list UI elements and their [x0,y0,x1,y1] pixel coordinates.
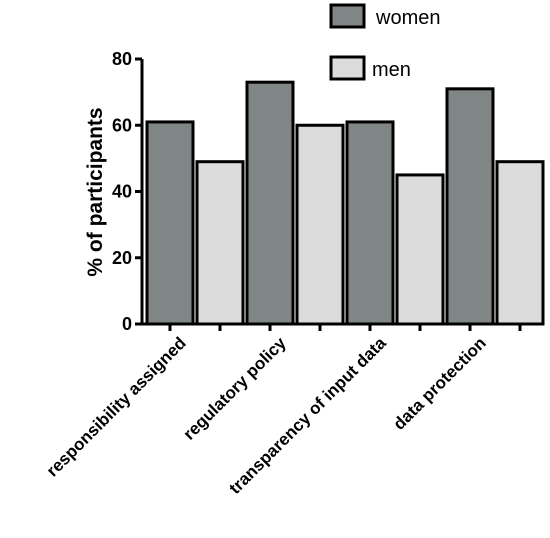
x-tick-label: transparency of input data [225,333,390,498]
y-axis: 0 20 40 60 80 [112,49,144,334]
bars [145,80,545,326]
y-tick-label: 80 [112,49,132,69]
bar-women [345,120,395,326]
legend-swatch-women [329,3,366,29]
bar-men [295,123,345,326]
legend: women men [329,3,440,81]
x-tick-label: responsibility assigned [43,333,190,480]
x-tick-label: data protection [390,333,490,433]
x-tick-label: regulatory policy [180,333,291,444]
legend-swatch-men [329,55,366,81]
legend-label-women: women [375,7,440,29]
y-tick-label: 20 [112,248,132,268]
bar-women [245,80,295,326]
bar-men [495,160,545,326]
y-tick-label: 0 [122,314,132,334]
bar-men [395,173,445,326]
y-tick-label: 60 [112,115,132,135]
y-tick-label: 40 [112,182,132,202]
bar-women [445,87,495,326]
bar-men [195,160,245,326]
bar-women [145,120,195,326]
y-axis-label: % of participants [84,107,107,276]
legend-label-men: men [372,59,411,81]
